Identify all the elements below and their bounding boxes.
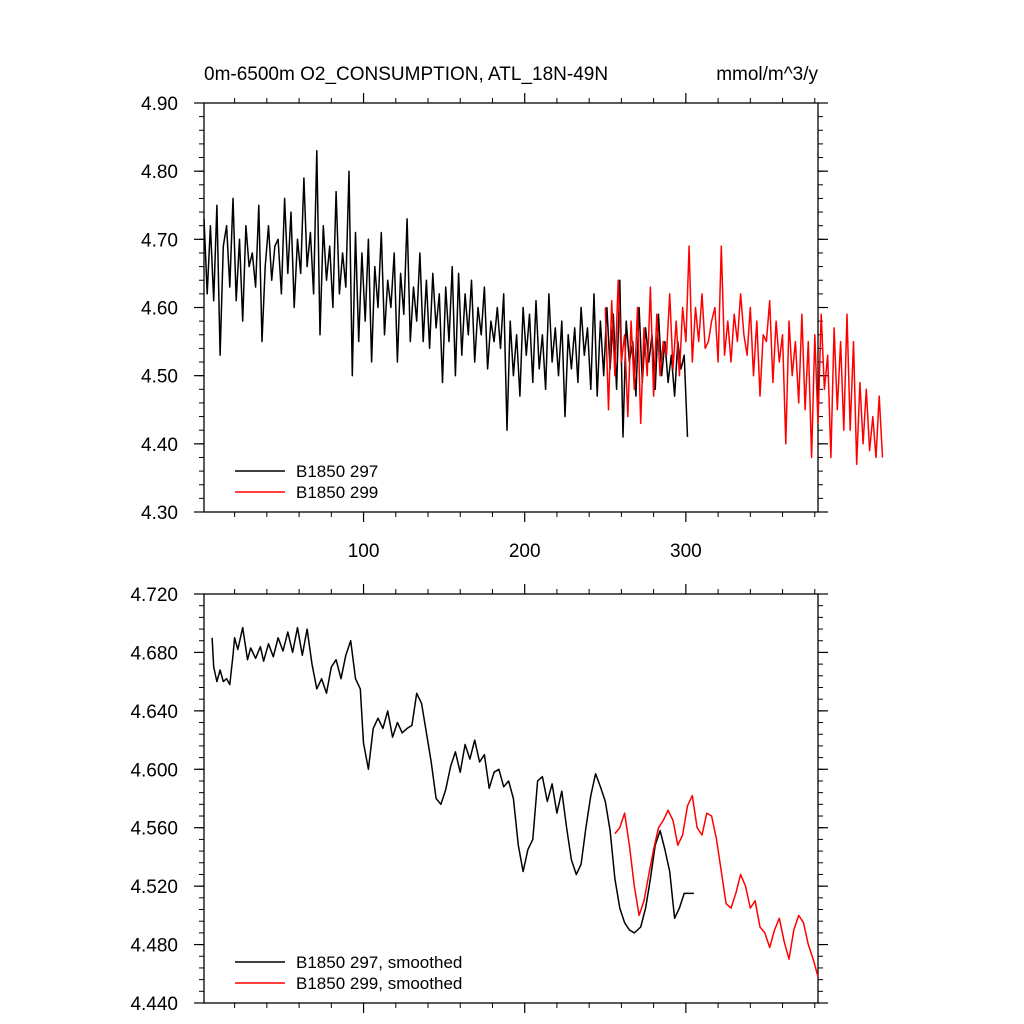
bottom-legend-label-1: B1850 297, smoothed (296, 953, 462, 972)
figure-title: 0m-6500m O2_CONSUMPTION, ATL_18N-49N (204, 64, 608, 85)
x-tick-label: 100 (348, 541, 380, 562)
y-tick-label: 4.560 (130, 819, 178, 840)
bottom-series-group (211, 626, 819, 977)
bottom-plot-frame (203, 593, 819, 1004)
bottom-axis-ticks (194, 584, 828, 1013)
y-tick-label: 4.30 (141, 503, 178, 524)
y-tick-label: 4.440 (130, 994, 178, 1015)
y-tick-label: 4.680 (130, 643, 178, 664)
bottom-y-tick-labels: 4.440 4.480 4.520 4.560 4.600 4.640 4.680 4.720 (130, 585, 178, 1015)
y-tick-label: 4.90 (141, 94, 178, 115)
y-tick-label: 4.480 (130, 936, 178, 957)
top-legend-label-1: B1850 297 (296, 462, 378, 481)
y-tick-label: 4.720 (130, 585, 178, 606)
bot-series-line-2 (614, 794, 819, 977)
bot-series-line-1 (211, 626, 694, 934)
y-tick-label: 4.640 (130, 702, 178, 723)
y-tick-label: 4.520 (130, 877, 178, 898)
top-panel: 4.30 4.40 4.50 4.60 4.70 4.80 4.90 100 200 300 B… (141, 93, 884, 562)
top-legend-label-2: B1850 299 (296, 483, 378, 502)
bottom-panel: 4.440 4.480 4.520 4.560 4.600 4.640 4.680 4.720… (130, 584, 828, 1015)
top-axis-ticks (194, 93, 828, 522)
bottom-legend: B1850 297, smoothed B1850 299, smoothed (235, 953, 462, 993)
top-x-tick-labels: 100 200 300 (348, 541, 702, 562)
top-series-group (203, 149, 884, 466)
top-legend: B1850 297 B1850 299 (235, 462, 378, 502)
top-series-line-1 (203, 149, 689, 438)
y-tick-label: 4.40 (141, 435, 178, 456)
top-series-line-2 (604, 245, 884, 466)
x-tick-label: 200 (509, 541, 541, 562)
y-tick-label: 4.60 (141, 299, 178, 320)
bottom-legend-label-2: B1850 299, smoothed (296, 974, 462, 993)
y-tick-label: 4.80 (141, 162, 178, 183)
x-tick-label: 300 (670, 541, 702, 562)
figure-units: mmol/m^3/y (716, 64, 818, 85)
y-tick-label: 4.600 (130, 760, 178, 781)
top-plot-frame (203, 102, 819, 513)
top-y-tick-labels: 4.30 4.40 4.50 4.60 4.70 4.80 4.90 (141, 94, 178, 524)
y-tick-label: 4.70 (141, 230, 178, 251)
y-tick-label: 4.50 (141, 367, 178, 388)
